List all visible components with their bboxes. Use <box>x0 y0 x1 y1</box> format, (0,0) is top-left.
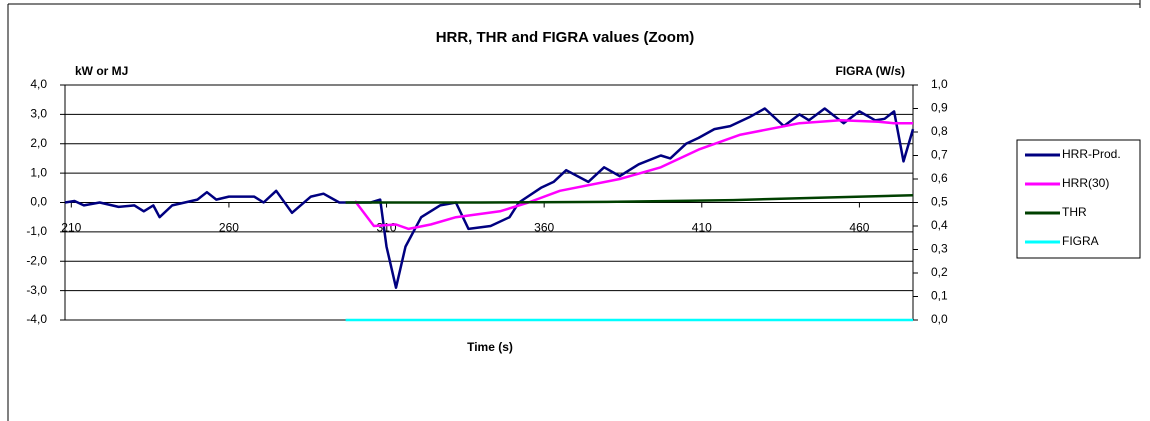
legend-box <box>1016 139 1141 259</box>
x-tick-label: 210 <box>61 221 81 235</box>
y-tick-label: -1,0 <box>26 224 47 238</box>
x-axis-label: Time (s) <box>467 340 513 354</box>
legend-label: FIGRA <box>1062 234 1099 248</box>
y2-tick-label: 0,9 <box>931 101 948 115</box>
legend-label: THR <box>1062 205 1087 219</box>
x-tick-label: 310 <box>377 221 397 235</box>
y2-tick-label: 0,8 <box>931 124 948 138</box>
legend-label: HRR-Prod. <box>1062 147 1121 161</box>
y2-tick-label: 0,1 <box>931 289 948 303</box>
y-tick-label: 4,0 <box>30 77 47 91</box>
y2-axis-label: FIGRA (W/s) <box>835 64 905 78</box>
y2-tick-label: 0,2 <box>931 265 948 279</box>
y-axis-label: kW or MJ <box>75 64 128 78</box>
x-tick-label: 460 <box>849 221 869 235</box>
chart-title: HRR, THR and FIGRA values (Zoom) <box>436 29 695 46</box>
y2-tick-label: 0,7 <box>931 148 948 162</box>
y-tick-label: -2,0 <box>26 253 47 267</box>
series-line <box>345 193 914 204</box>
y2-tick-label: 0,3 <box>931 242 948 256</box>
y2-tick-label: 0,6 <box>931 171 948 185</box>
y-tick-label: 2,0 <box>30 136 47 150</box>
y2-tick-label: 0,5 <box>931 195 948 209</box>
series-line <box>354 119 913 231</box>
x-tick-label: 360 <box>534 221 554 235</box>
y2-tick-label: 0,0 <box>931 312 948 326</box>
y-tick-label: -4,0 <box>26 312 47 326</box>
y-tick-label: 1,0 <box>30 165 47 179</box>
y-tick-label: 3,0 <box>30 107 47 121</box>
y-tick-label: -3,0 <box>26 283 47 297</box>
legend-label: HRR(30) <box>1062 176 1109 190</box>
x-tick-label: 260 <box>219 221 239 235</box>
y2-tick-label: 0,4 <box>931 218 948 232</box>
y2-tick-label: 1,0 <box>931 77 948 91</box>
y-tick-label: 0,0 <box>30 195 47 209</box>
x-tick-label: 410 <box>692 221 712 235</box>
